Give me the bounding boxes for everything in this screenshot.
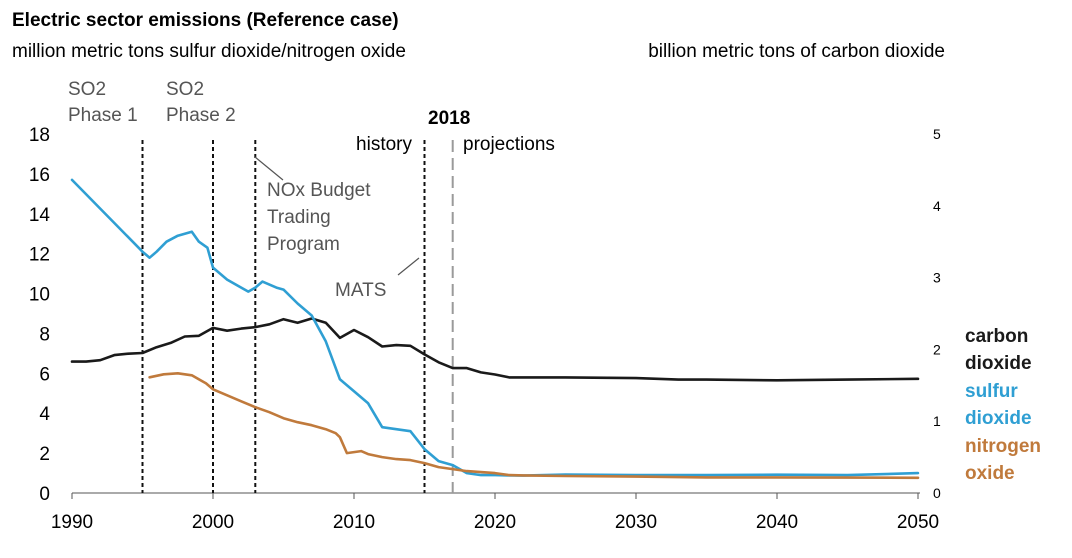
left-tick-label: 4 xyxy=(39,404,50,425)
x-tick-label: 1990 xyxy=(51,512,93,533)
right-tick-label: 4 xyxy=(933,198,941,214)
nox-budget-label-line3: Program xyxy=(267,234,340,255)
so2-phase2-label-line2: Phase 2 xyxy=(166,105,236,126)
series-lines xyxy=(70,178,920,480)
mats-leader xyxy=(397,257,420,276)
legend-carbon-dioxide-line1: carbon xyxy=(965,326,1028,347)
nox-budget-label-line2: Trading xyxy=(267,207,331,228)
left-tick-label: 0 xyxy=(39,484,50,505)
series-line-nitrogen-oxide xyxy=(148,372,920,480)
annotations: SO2 Phase 1 SO2 Phase 2 NOx Budget Tradi… xyxy=(68,79,555,301)
so2-phase2-label-line1: SO2 xyxy=(166,79,204,100)
left-tick-label: 14 xyxy=(29,205,51,226)
legend-nitrogen-oxide-line1: nitrogen xyxy=(965,436,1041,457)
legend-sulfur-dioxide-line2: dioxide xyxy=(965,408,1032,429)
left-tick-label: 8 xyxy=(39,324,50,345)
right-tick-label: 0 xyxy=(933,485,941,501)
mats-label: MATS xyxy=(335,280,386,301)
x-tick-label: 2000 xyxy=(192,512,234,533)
so2-phase1-label-line1: SO2 xyxy=(68,79,106,100)
history-label: history xyxy=(356,134,412,155)
left-tick-label: 6 xyxy=(39,364,50,385)
right-axis-unit: billion metric tons of carbon dioxide xyxy=(648,41,945,62)
year-2018-label: 2018 xyxy=(428,108,470,129)
legend: carbon dioxide sulfur dioxide nitrogen o… xyxy=(965,326,1041,484)
left-tick-label: 16 xyxy=(29,165,50,186)
projections-label: projections xyxy=(463,134,555,155)
series-line-sulfur-dioxide xyxy=(70,178,920,477)
left-tick-label: 18 xyxy=(29,125,50,146)
x-tick-label: 2010 xyxy=(333,512,375,533)
right-tick-label: 5 xyxy=(933,126,941,142)
axes: 1990 2000 2010 2020 2030 2040 2050024681012141… xyxy=(29,125,941,533)
series-line-carbon-dioxide xyxy=(70,317,920,382)
nox-budget-label-line1: NOx Budget xyxy=(267,180,371,201)
x-tick-label: 2020 xyxy=(474,512,516,533)
x-tick-label: 2030 xyxy=(615,512,657,533)
right-tick-label: 3 xyxy=(933,270,941,286)
chart-title: Electric sector emissions (Reference cas… xyxy=(12,10,399,31)
nox-budget-leader xyxy=(254,156,284,181)
x-tick-label: 2040 xyxy=(756,512,798,533)
policy-lines xyxy=(141,140,454,493)
legend-nitrogen-oxide-line2: oxide xyxy=(965,463,1015,484)
so2-phase1-label-line2: Phase 1 xyxy=(68,105,138,126)
right-tick-label: 2 xyxy=(933,341,941,357)
legend-sulfur-dioxide-line1: sulfur xyxy=(965,381,1018,402)
x-tick-label: 2050 xyxy=(897,512,939,533)
left-tick-label: 10 xyxy=(29,285,50,306)
left-axis-unit: million metric tons sulfur dioxide/nitro… xyxy=(12,41,406,62)
legend-carbon-dioxide-line2: dioxide xyxy=(965,353,1032,374)
left-tick-label: 2 xyxy=(39,444,50,465)
right-tick-label: 1 xyxy=(933,413,941,429)
left-tick-label: 12 xyxy=(29,245,50,266)
